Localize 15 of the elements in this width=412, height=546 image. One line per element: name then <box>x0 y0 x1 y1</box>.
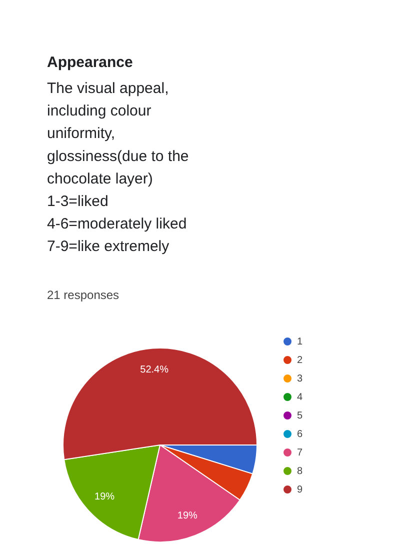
legend-label: 4 <box>297 392 303 403</box>
legend-label: 8 <box>297 466 303 477</box>
legend-label: 3 <box>297 374 303 384</box>
data-label: 19% <box>177 510 198 522</box>
data-label: 52.4% <box>140 364 169 376</box>
data-label: 19% <box>94 491 115 502</box>
chart-subtitle: The visual appeal, including colour uniformity, glossiness(due to the chocolate layer) 1-3=liked 4-6=moderately liked 7-9=like extremely <box>47 80 189 256</box>
legend-label: 6 <box>297 429 303 440</box>
legend-label: 1 <box>297 336 303 348</box>
chart-title: Appearance <box>47 54 133 71</box>
legend-label: 5 <box>297 410 303 422</box>
legend-label: 7 <box>297 448 303 458</box>
text: 21 responses <box>47 288 120 302</box>
legend-label: 9 <box>297 484 303 496</box>
legend-label: 2 <box>297 355 303 366</box>
